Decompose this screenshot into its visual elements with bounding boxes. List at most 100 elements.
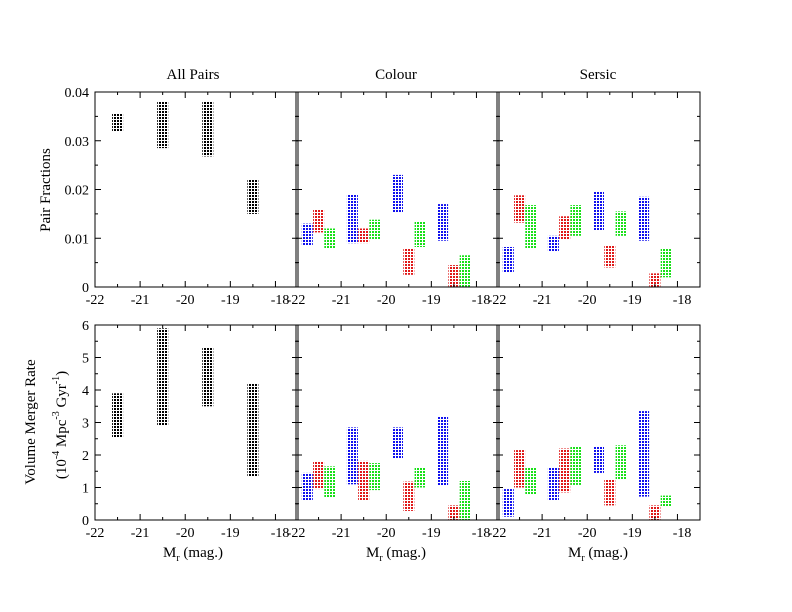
- x-tick-label: -22: [287, 526, 306, 541]
- title-sersic: Sersic: [580, 67, 617, 83]
- box-green-2: [369, 463, 381, 491]
- box-blue-2: [547, 467, 559, 501]
- box-all-2: [157, 101, 169, 149]
- box-red-1: [313, 461, 325, 490]
- plot-frame: [94, 91, 299, 288]
- x-tick-label: -21: [131, 526, 150, 541]
- y-tick-label: 0.02: [65, 184, 90, 199]
- xlabel-left: Mr (mag.): [163, 545, 223, 564]
- box-blue-4: [638, 411, 650, 497]
- x-tick-label: -20: [176, 526, 195, 541]
- box-green-1: [525, 468, 537, 494]
- box-red-3: [604, 245, 616, 268]
- x-tick-label: -18: [673, 526, 692, 541]
- x-tick-label: -20: [377, 293, 396, 308]
- x-tick-label: -22: [86, 526, 105, 541]
- box-blue-1: [301, 472, 313, 501]
- x-tick-label: -21: [533, 526, 552, 541]
- ylabel-merger-rate: Volume Merger Rate: [23, 359, 39, 485]
- box-red-2: [358, 460, 370, 501]
- x-tick-label: -20: [578, 526, 597, 541]
- x-tick-label: -18: [673, 293, 692, 308]
- xlabel-left-rest: (mag.): [180, 545, 223, 561]
- ylabel-pair-fractions: Pair Fractions: [38, 148, 54, 232]
- box-green-3: [414, 468, 426, 488]
- box-red-4: [448, 265, 460, 287]
- box-all-3: [202, 347, 214, 407]
- units-exp3: -1: [51, 376, 62, 384]
- x-tick-label: -20: [377, 526, 396, 541]
- xlabel-right-sub: r: [581, 553, 585, 564]
- box-red-3: [403, 249, 415, 275]
- y-tick-label: 0.04: [65, 86, 90, 101]
- x-tick-label: -22: [86, 293, 105, 308]
- box-all-1: [112, 113, 124, 131]
- x-tick-label: -19: [623, 293, 642, 308]
- box-all-4: [247, 383, 259, 477]
- box-red-4: [448, 505, 460, 520]
- box-blue-4: [437, 204, 449, 241]
- units-exp1: -4: [51, 451, 62, 459]
- x-tick-label: -22: [488, 526, 507, 541]
- xlabel-right-rest: (mag.): [585, 545, 628, 561]
- box-blue-2: [346, 427, 358, 485]
- panel-3: -22 -21 -20 -19 -18: [488, 91, 701, 308]
- xlabel-middle: Mr (mag.): [366, 545, 426, 564]
- y-tick-label: 0: [82, 281, 89, 296]
- box-green-2: [570, 446, 582, 485]
- units-part3: Gyr: [54, 384, 70, 411]
- ylabel-merger-rate-units: (10-4 Mpc-3 Gyr-1): [51, 371, 70, 479]
- xlabel-middle-rest: (mag.): [383, 545, 426, 561]
- box-red-3: [403, 481, 415, 511]
- box-blue-3: [392, 174, 403, 213]
- y-tick-label: 5: [82, 352, 89, 367]
- x-tick-label: -18: [271, 526, 290, 541]
- box-red-2: [559, 448, 571, 493]
- box-blue-3: [593, 446, 604, 473]
- box-red-4: [649, 273, 661, 287]
- box-blue-3: [392, 427, 403, 459]
- xlabel-right-main: M: [568, 545, 581, 561]
- y-tick-label: 1: [82, 482, 89, 497]
- box-all-3: [202, 101, 214, 157]
- box-blue-4: [638, 196, 650, 241]
- y-tick-label: 4: [82, 384, 89, 399]
- x-tick-label: -19: [221, 293, 240, 308]
- box-green-4: [459, 255, 471, 287]
- x-tick-label: -19: [623, 526, 642, 541]
- x-tick-label: -21: [332, 293, 351, 308]
- y-tick-label: 0: [82, 514, 89, 529]
- units-part4: ): [54, 371, 70, 376]
- box-green-2: [369, 219, 381, 240]
- box-blue-4: [437, 416, 449, 486]
- xlabel-left-main: M: [163, 545, 176, 561]
- box-green-3: [414, 221, 426, 247]
- x-tick-label: -20: [176, 293, 195, 308]
- box-red-2: [559, 216, 571, 240]
- box-blue-2: [547, 235, 559, 252]
- box-green-4: [660, 248, 672, 278]
- x-tick-label: -21: [332, 526, 351, 541]
- x-tick-label: -18: [472, 526, 491, 541]
- y-tick-label: 3: [82, 417, 89, 432]
- box-green-2: [570, 205, 582, 236]
- y-tick-label: 2: [82, 449, 89, 464]
- x-tick-label: -21: [533, 293, 552, 308]
- x-tick-label: -18: [271, 293, 290, 308]
- box-green-1: [324, 228, 336, 248]
- box-blue-2: [346, 194, 358, 244]
- title-all-pairs: All Pairs: [167, 67, 220, 83]
- panel-2: -22 -21 -20 -19 -18: [287, 91, 500, 308]
- box-green-4: [459, 481, 471, 520]
- box-red-1: [514, 450, 526, 488]
- title-colour: Colour: [375, 67, 417, 83]
- box-blue-1: [502, 247, 514, 273]
- box-all-1: [112, 393, 124, 438]
- xlabel-middle-sub: r: [379, 553, 383, 564]
- box-all-4: [247, 179, 259, 214]
- x-tick-label: -19: [221, 526, 240, 541]
- box-blue-3: [593, 191, 604, 231]
- x-tick-label: -18: [472, 293, 491, 308]
- panel-1: -22 -21 -20 -19 -18 0 0.01 0.02 0.03 0.04: [65, 86, 299, 308]
